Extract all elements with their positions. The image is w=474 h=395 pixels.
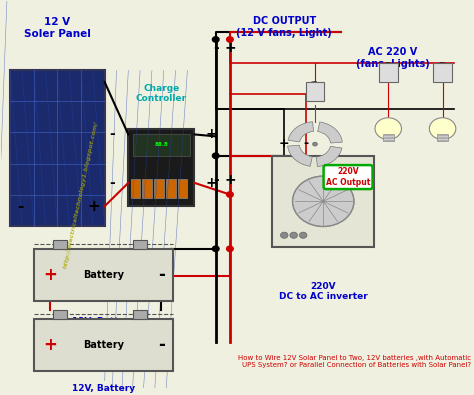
Text: -: - [213, 173, 219, 187]
Text: Charge
Controller: Charge Controller [136, 84, 187, 103]
Text: 12 V
Soler Panel: 12 V Soler Panel [24, 17, 91, 39]
Circle shape [227, 192, 233, 197]
FancyBboxPatch shape [178, 179, 187, 198]
Text: ON
OFF: ON OFF [383, 62, 393, 73]
Text: -: - [213, 41, 219, 55]
FancyBboxPatch shape [437, 134, 448, 141]
Circle shape [227, 246, 233, 252]
Wedge shape [318, 122, 342, 143]
FancyBboxPatch shape [53, 240, 67, 249]
FancyBboxPatch shape [383, 134, 394, 141]
Text: 88.8: 88.8 [155, 143, 168, 147]
Circle shape [212, 37, 219, 42]
Circle shape [290, 232, 298, 238]
Text: Battery: Battery [83, 270, 124, 280]
Text: -: - [17, 199, 24, 214]
FancyBboxPatch shape [306, 82, 324, 102]
Text: http://electricaltechnology1.blogspot.com/: http://electricaltechnology1.blogspot.co… [63, 120, 99, 269]
Circle shape [375, 118, 401, 139]
Text: ON
OFF: ON OFF [438, 62, 447, 73]
Text: +: + [205, 176, 217, 190]
Text: -: - [158, 336, 165, 354]
FancyBboxPatch shape [34, 249, 173, 301]
Circle shape [429, 118, 456, 139]
FancyBboxPatch shape [34, 319, 173, 371]
Text: +: + [44, 336, 57, 354]
Text: Battery: Battery [83, 340, 124, 350]
Text: -: - [109, 128, 115, 141]
FancyBboxPatch shape [155, 179, 164, 198]
Text: +: + [224, 41, 236, 55]
Text: +: + [205, 128, 217, 141]
FancyBboxPatch shape [379, 63, 398, 82]
Circle shape [281, 232, 288, 238]
Circle shape [212, 246, 219, 252]
Text: +: + [44, 266, 57, 284]
FancyBboxPatch shape [143, 179, 152, 198]
Text: -: - [109, 176, 115, 190]
Text: ON
OFF: ON OFF [310, 81, 319, 92]
Circle shape [227, 37, 233, 42]
FancyBboxPatch shape [10, 70, 105, 226]
Text: +: + [87, 199, 100, 214]
Text: AC 220 V
(fans, Lights): AC 220 V (fans, Lights) [356, 47, 430, 69]
Text: 220V
DC to AC inverter: 220V DC to AC inverter [279, 282, 368, 301]
Text: DC OUTPUT
(12 V fans, Light): DC OUTPUT (12 V fans, Light) [237, 16, 332, 38]
Text: 12V, Battery: 12V, Battery [72, 384, 135, 393]
Text: 12V, Battery: 12V, Battery [72, 317, 135, 325]
FancyBboxPatch shape [433, 63, 452, 82]
Circle shape [313, 142, 318, 146]
Circle shape [292, 176, 354, 226]
Text: -: - [303, 137, 308, 150]
FancyBboxPatch shape [273, 156, 374, 247]
FancyBboxPatch shape [133, 310, 147, 319]
Circle shape [212, 153, 219, 158]
FancyBboxPatch shape [131, 179, 140, 198]
Text: 220V
AC Output: 220V AC Output [326, 167, 370, 187]
Wedge shape [316, 146, 342, 167]
Wedge shape [288, 122, 314, 142]
Text: How to Wire 12V Solar Panel to Two, 12V batteries ,with Automatic
UPS System? or: How to Wire 12V Solar Panel to Two, 12V … [238, 356, 471, 369]
Wedge shape [288, 145, 312, 166]
Text: -: - [158, 266, 165, 284]
FancyBboxPatch shape [166, 179, 175, 198]
FancyBboxPatch shape [128, 129, 194, 206]
Text: +: + [224, 173, 236, 187]
FancyBboxPatch shape [133, 134, 190, 156]
Circle shape [300, 232, 307, 238]
FancyBboxPatch shape [53, 310, 67, 319]
Text: +: + [279, 137, 290, 150]
FancyBboxPatch shape [133, 240, 147, 249]
